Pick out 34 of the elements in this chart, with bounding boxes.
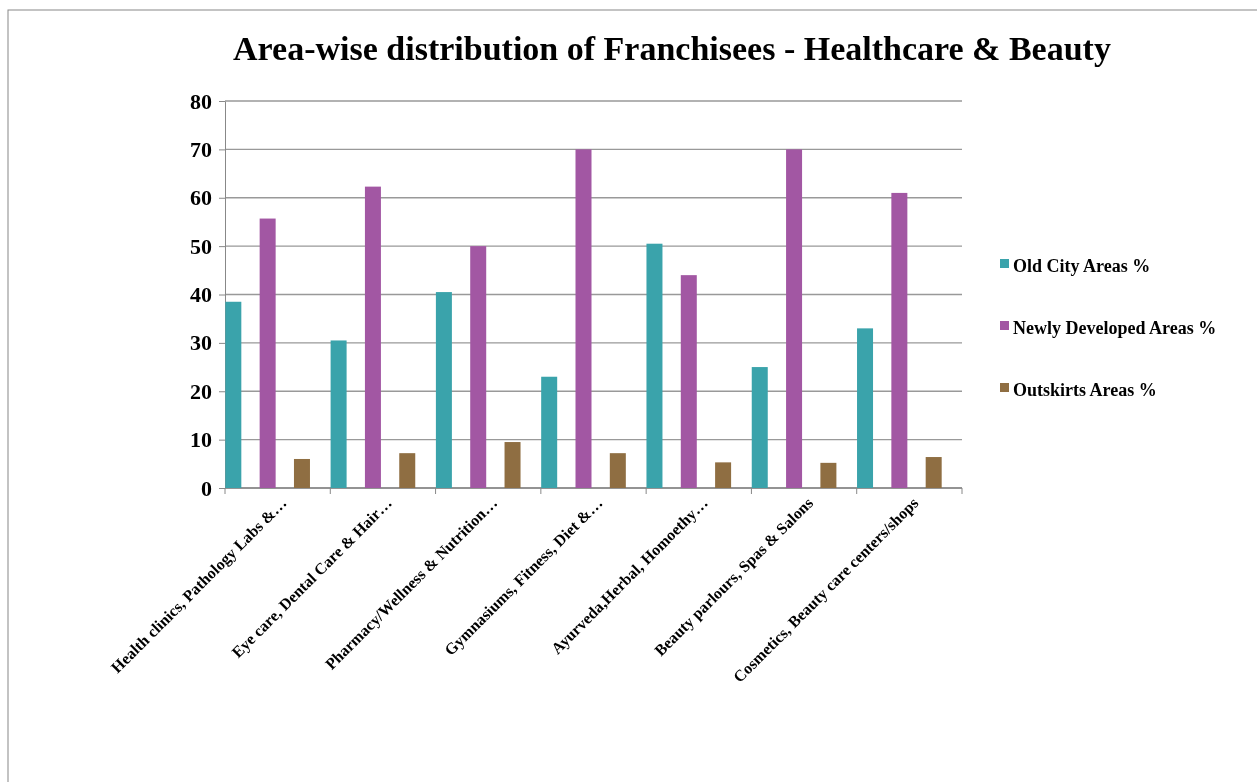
bar [646, 243, 663, 488]
y-tick-label: 10 [190, 427, 212, 453]
bar [259, 218, 276, 488]
legend-label: Newly Developed Areas % [1013, 318, 1217, 339]
y-tick-label: 30 [190, 330, 212, 356]
bar [575, 149, 592, 488]
chart-title: Area-wise distribution of Franchisees - Healthcare & Beauty [233, 30, 1111, 67]
y-tick-label: 0 [201, 475, 212, 501]
bar [399, 453, 416, 488]
y-tick-label: 80 [190, 88, 212, 114]
y-tick-label: 60 [190, 185, 212, 211]
y-tick-label: 40 [190, 282, 212, 308]
bar [857, 328, 874, 488]
y-tick-label: 70 [190, 136, 212, 162]
bar [786, 149, 803, 488]
bar [891, 192, 908, 488]
bar [925, 457, 942, 488]
bar [504, 442, 521, 488]
bar [541, 376, 558, 488]
bar [225, 301, 242, 488]
bar [470, 246, 487, 488]
bar [293, 458, 310, 488]
legend-label: Old City Areas % [1013, 256, 1151, 277]
bar [680, 275, 697, 488]
bar [609, 453, 626, 488]
y-tick-label: 20 [190, 378, 212, 404]
bar [751, 367, 768, 488]
bar [715, 462, 732, 488]
bar [364, 186, 381, 488]
legend-label: Outskirts Areas % [1013, 380, 1157, 401]
bar [820, 462, 837, 488]
bar [330, 340, 347, 488]
y-tick-label: 50 [190, 233, 212, 259]
bar [435, 292, 452, 488]
